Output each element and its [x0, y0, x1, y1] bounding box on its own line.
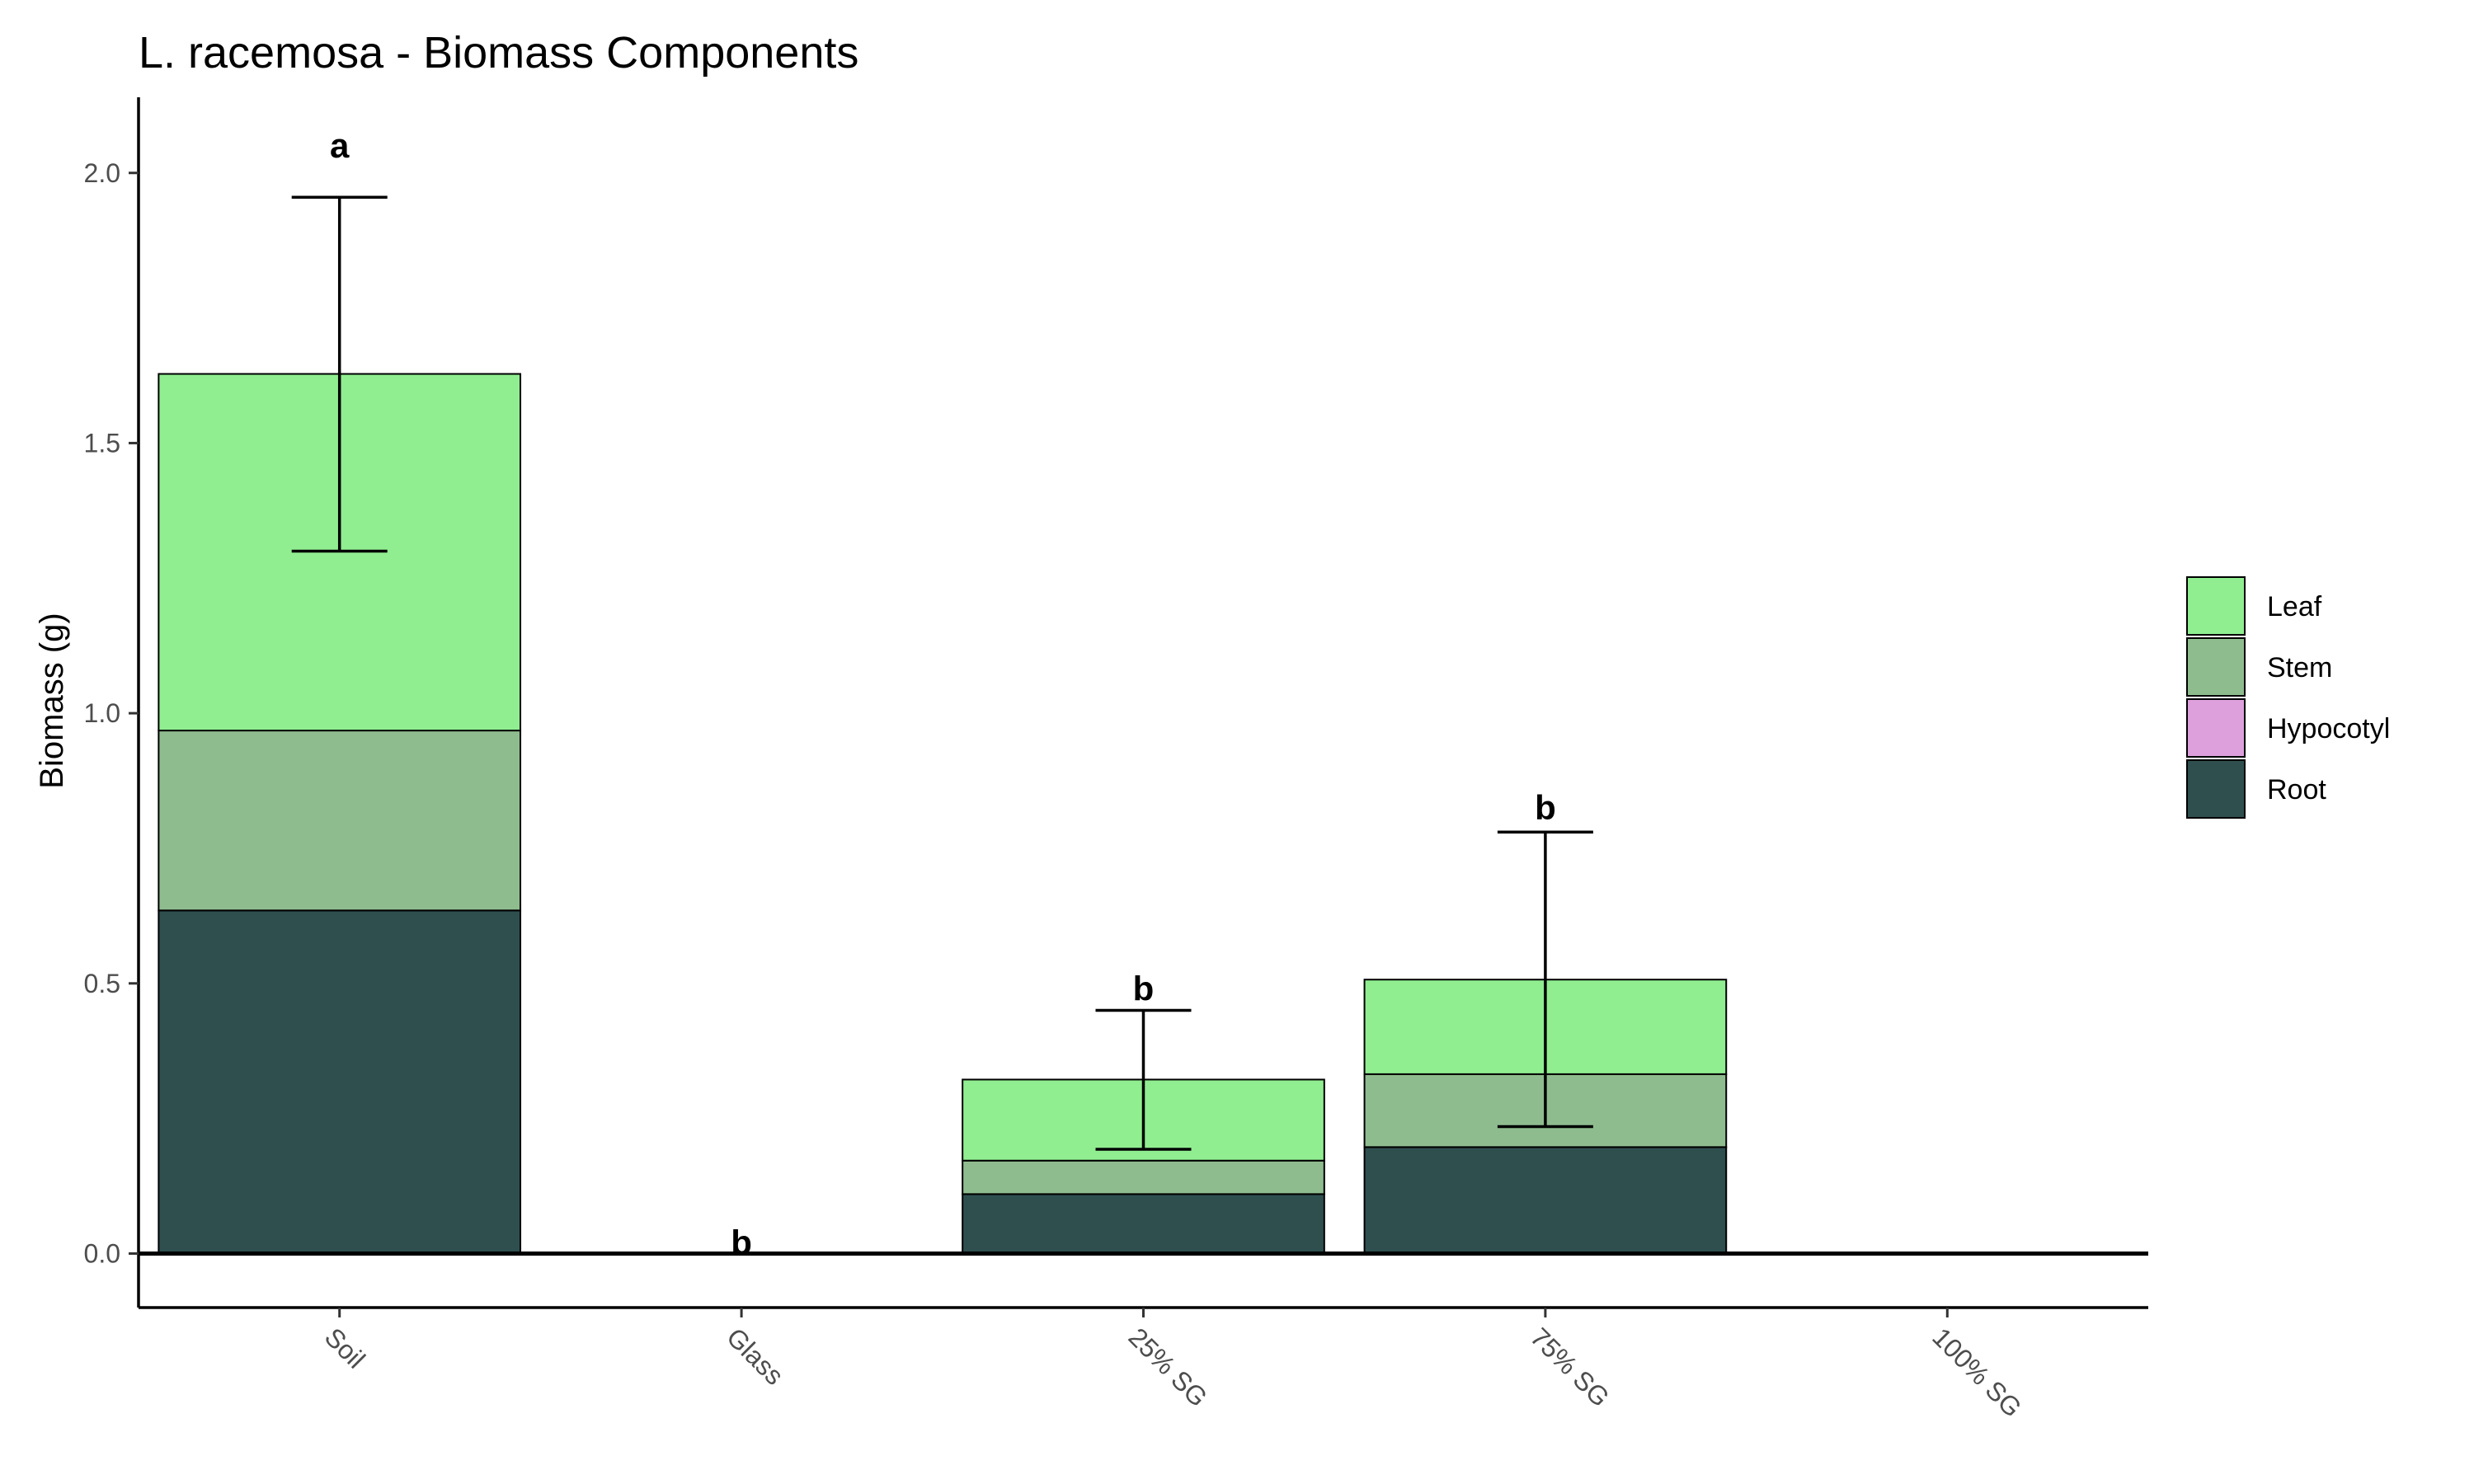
legend: Leaf Stem Hypocotyl Root — [2186, 576, 2390, 819]
bar-root-75pct-sg — [1363, 1146, 1728, 1255]
x-tick-label-100pct-sg: 100% SG — [1926, 1322, 2027, 1422]
legend-label-hypocotyl: Hypocotyl — [2267, 713, 2390, 744]
y-tick-label: 0.5 — [84, 969, 120, 998]
significance-label-glass: b — [731, 1223, 752, 1261]
y-tick-label: 0.0 — [84, 1238, 120, 1268]
legend-item-root: Root — [2186, 759, 2326, 819]
legend-swatch-root — [2186, 759, 2246, 819]
y-axis-title: Biomass (g) — [34, 613, 70, 788]
significance-label-25pct-sg: b — [1133, 969, 1155, 1007]
error-bar-soil — [291, 195, 388, 553]
legend-swatch-stem — [2186, 637, 2246, 697]
y-tick-label: 1.0 — [84, 698, 120, 728]
bar-root-soil — [158, 909, 522, 1255]
bar-stem-25pct-sg — [962, 1159, 1325, 1195]
x-tick-label-glass: Glass — [721, 1322, 789, 1390]
plot-area: 0.0 0.5 1.0 1.5 2.0 a b b b Soil Glass 25% SG 75% SG… — [84, 97, 2148, 1423]
x-tick-label-75pct-sg: 75% SG — [1525, 1322, 1616, 1412]
legend-swatch-leaf — [2186, 576, 2246, 636]
x-tick-label-soil: Soil — [319, 1322, 371, 1374]
y-tick-label: 2.0 — [84, 158, 120, 188]
legend-item-leaf: Leaf — [2186, 576, 2322, 636]
bar-stem-soil — [158, 730, 522, 912]
legend-label-stem: Stem — [2267, 652, 2332, 683]
y-tick-label: 1.5 — [84, 428, 120, 458]
legend-label-root: Root — [2267, 774, 2326, 805]
legend-item-hypocotyl: Hypocotyl — [2186, 698, 2390, 758]
bar-root-25pct-sg — [962, 1193, 1325, 1255]
significance-label-soil: a — [330, 126, 350, 165]
x-tick-label-25pct-sg: 25% SG — [1123, 1322, 1214, 1412]
error-bar-75pct-sg — [1497, 830, 1593, 1129]
significance-label-75pct-sg: b — [1535, 788, 1556, 827]
error-bar-25pct-sg — [1095, 1008, 1192, 1151]
legend-swatch-hypocotyl — [2186, 698, 2246, 758]
legend-label-leaf: Leaf — [2267, 591, 2322, 622]
chart-title: L. racemosa - Biomass Components — [139, 28, 858, 77]
legend-item-stem: Stem — [2186, 637, 2332, 697]
